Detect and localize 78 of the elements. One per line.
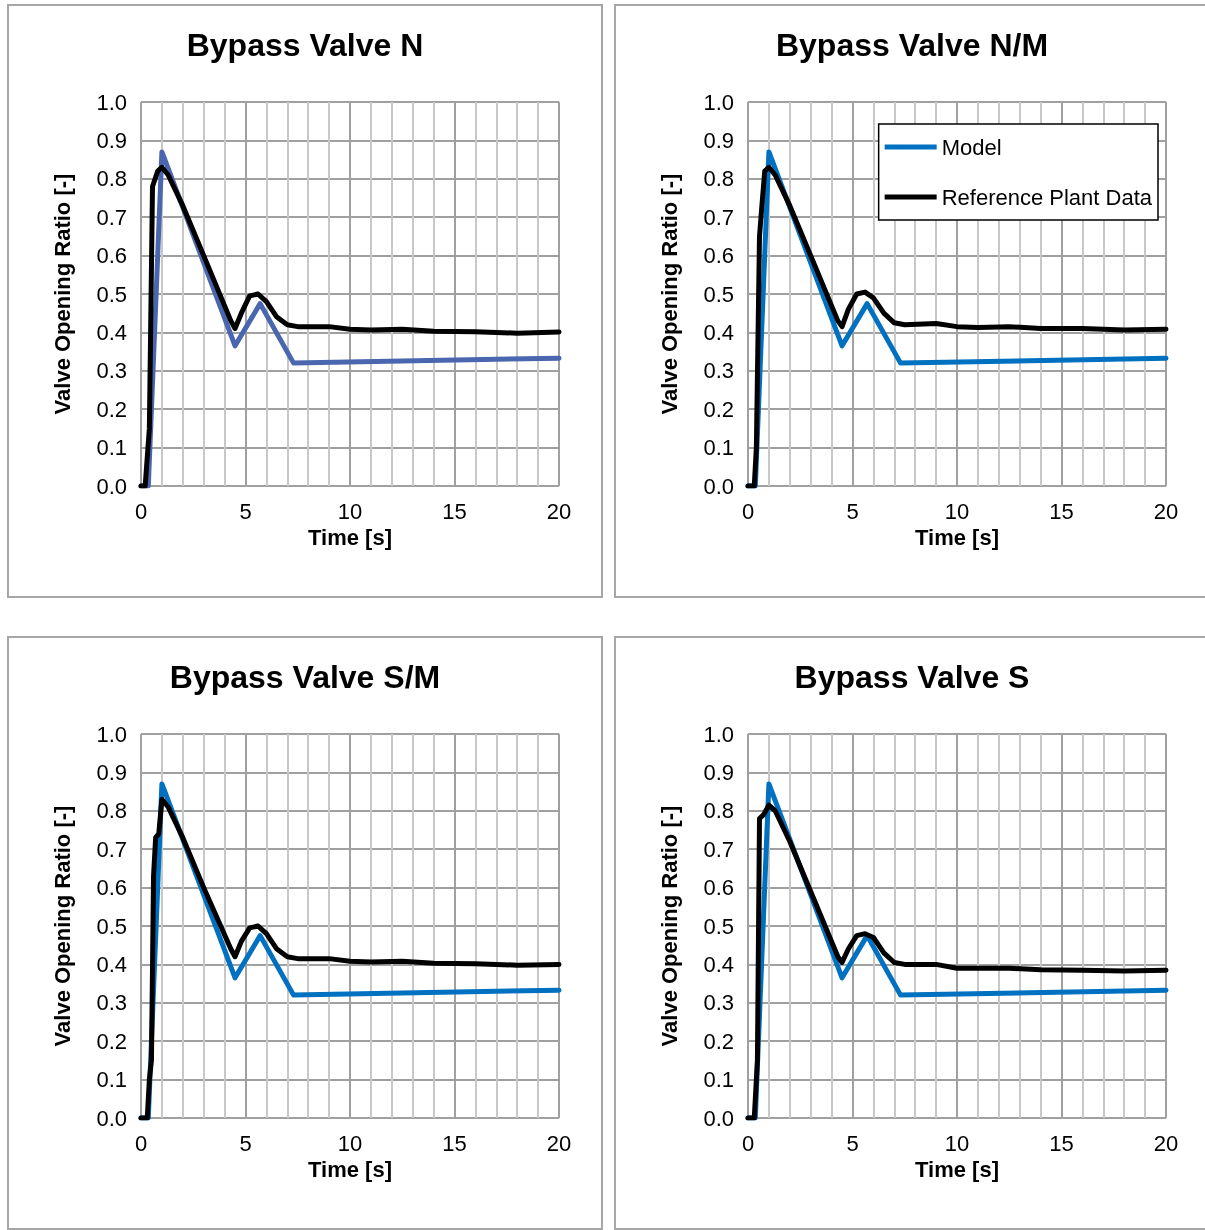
y-tick-label: 1.0 <box>96 721 127 747</box>
x-tick-label: 0 <box>134 1130 148 1156</box>
chart-title: Bypass Valve N/M <box>775 27 1049 63</box>
y-tick-label: 0.8 <box>96 798 127 824</box>
chart-title: Bypass Valve S/M <box>169 659 441 695</box>
y-tick-label: 0.9 <box>703 759 734 785</box>
y-tick-label: 0.8 <box>703 166 734 192</box>
x-tick-label: 10 <box>337 1130 363 1156</box>
y-tick-label: 0.0 <box>96 1105 127 1131</box>
x-tick-label: 10 <box>944 498 970 524</box>
y-tick-label: 0.8 <box>96 166 127 192</box>
x-axis-title: Time [s] <box>915 525 999 551</box>
y-tick-label: 0.2 <box>703 1028 734 1054</box>
y-axis-title: Valve Opening Ratio [-] <box>49 805 75 1047</box>
y-tick-label: 0.4 <box>703 951 734 977</box>
x-tick-label: 20 <box>1153 498 1179 524</box>
legend-label: Model <box>941 134 1002 160</box>
x-tick-label: 0 <box>741 498 755 524</box>
x-tick-label: 10 <box>944 1130 970 1156</box>
y-tick-label: 0.7 <box>703 204 734 230</box>
y-tick-label: 0.3 <box>703 990 734 1016</box>
y-tick-label: 0.9 <box>96 127 127 153</box>
y-tick-label: 0.1 <box>703 435 734 461</box>
y-tick-label: 0.0 <box>703 473 734 499</box>
y-tick-label: 0.2 <box>96 396 127 422</box>
y-tick-label: 0.2 <box>703 396 734 422</box>
x-tick-label: 5 <box>846 498 859 524</box>
y-tick-label: 0.6 <box>96 875 127 901</box>
y-axis-title: Valve Opening Ratio [-] <box>656 805 682 1047</box>
y-tick-label: 0.7 <box>96 836 127 862</box>
y-tick-label: 0.2 <box>96 1028 127 1054</box>
x-tick-label: 0 <box>134 498 148 524</box>
y-tick-label: 0.6 <box>703 243 734 269</box>
y-tick-label: 0.9 <box>96 759 127 785</box>
x-tick-label: 5 <box>239 498 252 524</box>
x-axis-title: Time [s] <box>915 1157 999 1183</box>
x-tick-label: 15 <box>442 1130 467 1156</box>
x-tick-label: 15 <box>442 498 467 524</box>
y-tick-label: 0.8 <box>703 798 734 824</box>
y-tick-label: 0.3 <box>96 358 127 384</box>
chart-title: Bypass Valve S <box>794 659 1030 695</box>
y-tick-label: 1.0 <box>703 721 734 747</box>
y-tick-label: 1.0 <box>703 89 734 115</box>
legend-label: Reference Plant Data <box>941 184 1153 210</box>
y-tick-label: 0.5 <box>703 281 734 307</box>
y-tick-label: 0.0 <box>703 1105 734 1131</box>
y-axis-title: Valve Opening Ratio [-] <box>656 173 682 415</box>
x-tick-label: 5 <box>239 1130 252 1156</box>
y-tick-label: 1.0 <box>96 89 127 115</box>
y-tick-label: 0.3 <box>96 990 127 1016</box>
y-tick-label: 0.7 <box>703 836 734 862</box>
y-axis-title: Valve Opening Ratio [-] <box>49 173 75 415</box>
y-tick-label: 0.5 <box>703 913 734 939</box>
y-tick-label: 0.1 <box>703 1067 734 1093</box>
y-tick-label: 0.7 <box>96 204 127 230</box>
x-axis-title: Time [s] <box>308 525 392 551</box>
y-tick-label: 0.4 <box>96 319 127 345</box>
x-tick-label: 5 <box>846 1130 859 1156</box>
x-tick-label: 20 <box>546 1130 572 1156</box>
y-tick-label: 0.4 <box>96 951 127 977</box>
y-tick-label: 0.9 <box>703 127 734 153</box>
x-tick-label: 0 <box>741 1130 755 1156</box>
x-axis-title: Time [s] <box>308 1157 392 1183</box>
x-tick-label: 15 <box>1049 1130 1074 1156</box>
x-tick-label: 15 <box>1049 498 1074 524</box>
y-tick-label: 0.6 <box>96 243 127 269</box>
y-tick-label: 0.5 <box>96 913 127 939</box>
y-tick-label: 0.1 <box>96 1067 127 1093</box>
y-tick-label: 0.4 <box>703 319 734 345</box>
y-tick-label: 0.6 <box>703 875 734 901</box>
x-tick-label: 20 <box>1153 1130 1179 1156</box>
y-tick-label: 0.1 <box>96 435 127 461</box>
y-tick-label: 0.0 <box>96 473 127 499</box>
x-tick-label: 20 <box>546 498 572 524</box>
y-tick-label: 0.3 <box>703 358 734 384</box>
y-tick-label: 0.5 <box>96 281 127 307</box>
x-tick-label: 10 <box>337 498 363 524</box>
chart-title: Bypass Valve N <box>186 27 424 63</box>
